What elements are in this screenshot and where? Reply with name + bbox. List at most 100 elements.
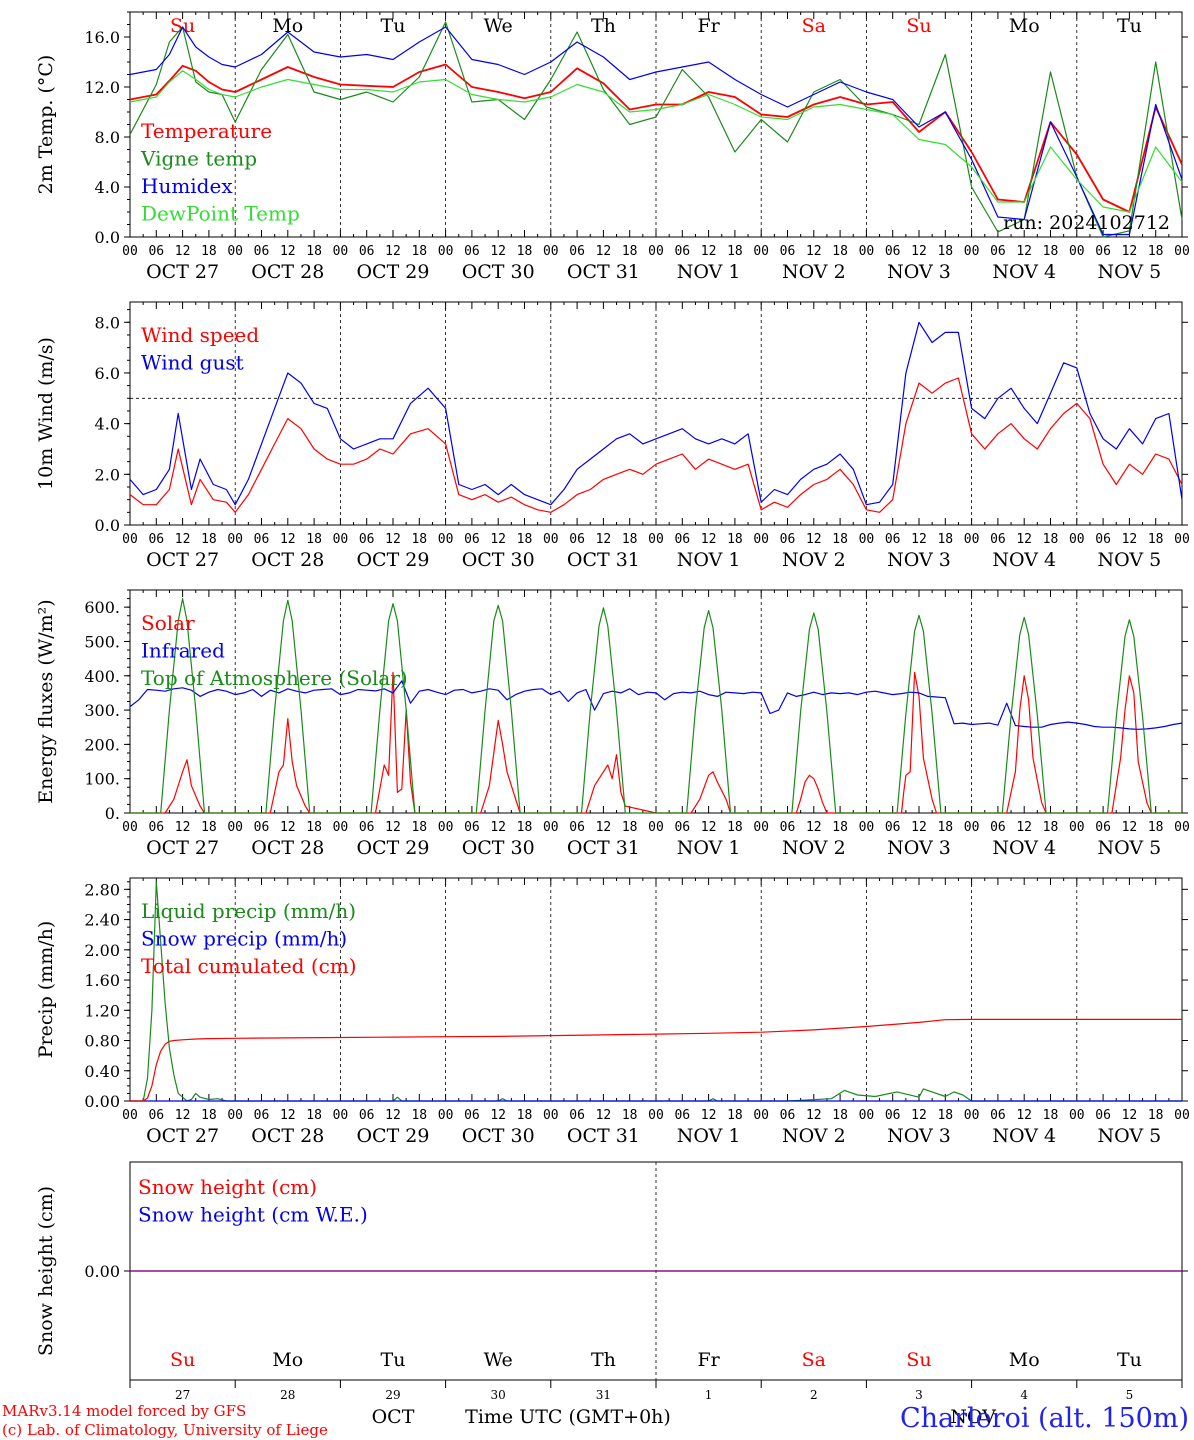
date-label: NOV 4 <box>992 261 1056 283</box>
y-tick-label: 12.0 <box>84 78 120 97</box>
model-credit: MARv3.14 model forced by GFS <box>2 1402 246 1420</box>
hour-tick-label: 18 <box>727 532 743 547</box>
hour-tick-label: 12 <box>280 820 296 835</box>
hour-tick-label: 00 <box>859 532 875 547</box>
hour-tick-label: 00 <box>122 820 138 835</box>
weekday-label: Su <box>906 15 931 37</box>
hour-tick-label: 18 <box>937 244 953 259</box>
weekday-label-bottom: Sa <box>802 1349 826 1371</box>
date-label: NOV 4 <box>992 837 1056 859</box>
hour-tick-label: 06 <box>464 1108 480 1123</box>
hour-tick-label: 00 <box>1174 532 1190 547</box>
hour-tick-label: 12 <box>175 820 191 835</box>
panel-frame <box>129 589 1183 814</box>
hour-tick-label: 06 <box>990 820 1006 835</box>
hour-tick-label: 06 <box>990 532 1006 547</box>
hour-tick-label: 12 <box>1122 1108 1138 1123</box>
weekday-label: Fr <box>697 15 720 37</box>
weekday-label-bottom: Fr <box>697 1349 720 1371</box>
hour-tick-label: 06 <box>1095 532 1111 547</box>
hour-tick-label: 00 <box>227 532 243 547</box>
date-label: OCT 31 <box>567 261 640 283</box>
hour-tick-label: 18 <box>1148 532 1164 547</box>
panel-frame <box>129 301 1183 526</box>
run-annotation: run: 2024102712 <box>1003 212 1170 234</box>
y-axis-label: Energy fluxes (W/m²) <box>35 599 57 803</box>
y-axis-label: 2m Temp. (°C) <box>35 55 57 195</box>
hour-tick-label: 00 <box>753 820 769 835</box>
hour-tick-label: 12 <box>280 532 296 547</box>
legend-entry: Top of Atmosphere (Solar) <box>141 666 408 690</box>
legend-entry: Total cumulated (cm) <box>141 954 357 978</box>
series-line-wind-speed <box>129 377 1183 513</box>
hour-tick-label: 00 <box>438 820 454 835</box>
hour-tick-label: 00 <box>438 532 454 547</box>
hour-tick-label: 18 <box>1148 244 1164 259</box>
hour-tick-label: 06 <box>569 532 585 547</box>
date-label: OCT 31 <box>567 837 640 859</box>
date-label: OCT 30 <box>462 261 535 283</box>
hour-tick-label: 18 <box>306 1108 322 1123</box>
y-tick-label: 2.80 <box>84 880 120 899</box>
hour-tick-label: 00 <box>964 244 980 259</box>
hour-tick-label: 12 <box>701 820 717 835</box>
hour-tick-label: 00 <box>333 532 349 547</box>
date-label: OCT 30 <box>462 837 535 859</box>
y-axis-label: Precip (mm/h) <box>35 921 57 1059</box>
hour-tick-label: 18 <box>832 820 848 835</box>
y-tick-label: 600. <box>84 598 120 617</box>
hour-tick-label: 00 <box>859 820 875 835</box>
hour-tick-label: 12 <box>701 532 717 547</box>
hour-tick-label: 00 <box>438 1108 454 1123</box>
hour-tick-label: 12 <box>701 1108 717 1123</box>
hour-tick-label: 18 <box>937 820 953 835</box>
hour-tick-label: 06 <box>780 532 796 547</box>
weekday-label-bottom: Th <box>591 1349 616 1371</box>
hour-tick-label: 06 <box>674 244 690 259</box>
panel-temp: 0.0 4.0 8.0 12.0 16.0 2m Temp. (°C) 00 06 12 18 OC… <box>35 11 1190 283</box>
y-tick-label: 0.00 <box>84 1092 120 1111</box>
hour-tick-label: 18 <box>1148 1108 1164 1123</box>
hour-tick-label: 06 <box>569 1108 585 1123</box>
month-label-nov: NOV <box>950 1406 996 1428</box>
y-tick-label: 1.60 <box>84 971 120 990</box>
hour-tick-label: 06 <box>148 244 164 259</box>
hour-tick-label: 12 <box>911 532 927 547</box>
legend-entry: Snow height (cm) <box>138 1175 317 1199</box>
hour-tick-label: 18 <box>1043 244 1059 259</box>
date-label: OCT 27 <box>146 1125 219 1147</box>
hour-tick-label: 18 <box>201 1108 217 1123</box>
hour-tick-label: 12 <box>596 820 612 835</box>
date-label: OCT 27 <box>146 837 219 859</box>
legend-entry: Wind speed <box>141 323 259 347</box>
hour-tick-label: 12 <box>911 244 927 259</box>
weekday-label-bottom: Su <box>170 1349 195 1371</box>
y-tick-label: 2.00 <box>84 941 120 960</box>
legend-entry: Solar <box>141 611 195 635</box>
weekday-label: Th <box>591 15 616 37</box>
series-line-liquid-precip-mm-h- <box>130 881 1182 1102</box>
hour-tick-label: 18 <box>201 244 217 259</box>
hour-tick-label: 00 <box>753 1108 769 1123</box>
hour-tick-label: 18 <box>832 244 848 259</box>
hour-tick-label: 18 <box>622 820 638 835</box>
hour-tick-label: 18 <box>306 244 322 259</box>
hour-tick-label: 18 <box>517 532 533 547</box>
hour-tick-label: 12 <box>596 244 612 259</box>
date-label: OCT 28 <box>251 1125 324 1147</box>
hour-tick-label: 00 <box>753 532 769 547</box>
hour-tick-label: 00 <box>753 244 769 259</box>
y-tick-label: 1.20 <box>84 1001 120 1020</box>
hour-tick-label: 06 <box>464 820 480 835</box>
hour-tick-label: 18 <box>517 244 533 259</box>
lab-credit: (c) Lab. of Climatology, University of L… <box>2 1421 328 1439</box>
hour-tick-label: 18 <box>727 244 743 259</box>
date-label: NOV 1 <box>677 261 741 283</box>
hour-tick-label: 00 <box>543 1108 559 1123</box>
day-number-label: 31 <box>596 1388 611 1402</box>
weekday-label: Mo <box>1009 15 1040 37</box>
legend-entry: Humidex <box>141 174 233 198</box>
hour-tick-label: 12 <box>1122 820 1138 835</box>
date-label: NOV 3 <box>887 261 951 283</box>
hour-tick-label: 12 <box>280 1108 296 1123</box>
